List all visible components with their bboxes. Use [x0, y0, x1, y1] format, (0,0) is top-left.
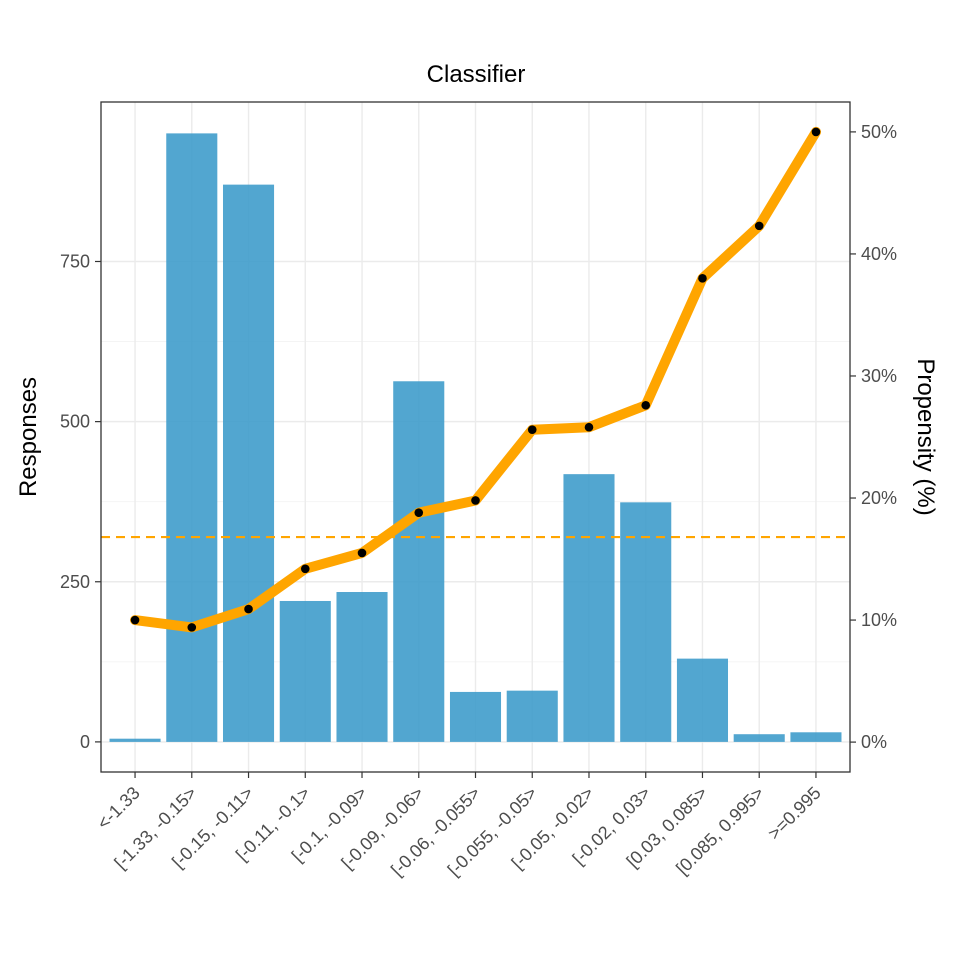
y2-tick-label: 20%	[861, 488, 897, 508]
propensity-point	[130, 615, 140, 625]
propensity-point	[357, 548, 367, 558]
bar	[109, 738, 161, 742]
propensity-point	[754, 221, 764, 231]
y-axis-title: Responses	[15, 377, 42, 497]
propensity-line-group	[130, 126, 821, 633]
propensity-point	[471, 496, 480, 505]
bar	[620, 502, 672, 742]
propensity-point	[527, 425, 537, 434]
propensity-point	[641, 400, 651, 410]
y-axis-left: 0 250 500 750	[60, 251, 101, 752]
y2-tick-label: 40%	[861, 244, 897, 264]
y2-tick-label: 10%	[861, 610, 897, 630]
bar	[393, 381, 445, 742]
y-tick-label: 500	[60, 412, 90, 432]
y2-tick-label: 0%	[861, 732, 887, 752]
chart-title: Classifier	[427, 61, 526, 88]
propensity-point	[300, 564, 310, 574]
y-tick-label: 750	[60, 251, 90, 271]
y2-tick-label: 50%	[861, 122, 897, 142]
propensity-point	[414, 508, 424, 517]
bar	[733, 734, 785, 742]
y2-axis-title: Propensity (%)	[912, 358, 939, 515]
bar	[563, 474, 615, 742]
bar	[449, 691, 502, 742]
bar	[336, 592, 388, 742]
bar	[279, 600, 331, 742]
propensity-point	[244, 604, 253, 614]
y-axis-right: 0% 10% 20% 30% 40% 50%	[850, 122, 897, 752]
bar	[506, 690, 558, 742]
bars	[109, 133, 842, 742]
bar	[790, 732, 842, 742]
bar	[676, 658, 729, 742]
y2-tick-label: 30%	[861, 366, 897, 386]
propensity-point	[584, 422, 594, 432]
bar	[166, 133, 218, 742]
propensity-point	[187, 623, 197, 632]
propensity-point	[698, 274, 707, 283]
y-tick-label: 250	[60, 572, 90, 592]
propensity-point	[811, 127, 821, 137]
bar	[222, 184, 275, 742]
plot-panel	[100, 101, 851, 773]
y-tick-label: 0	[80, 732, 90, 752]
